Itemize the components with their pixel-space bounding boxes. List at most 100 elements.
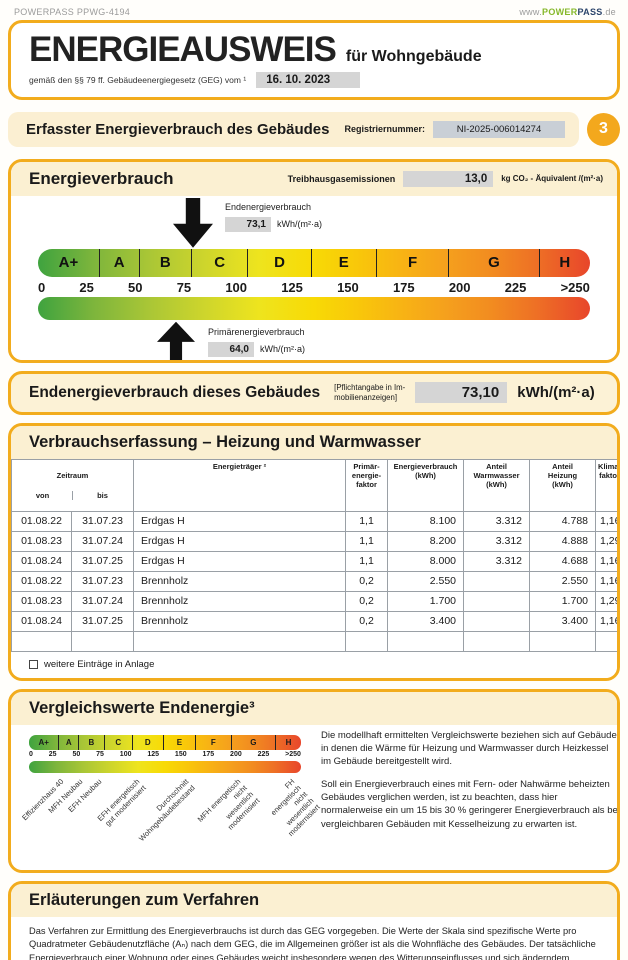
table-cell: 4.788 xyxy=(529,510,596,532)
scale-tick: 0 xyxy=(29,750,33,758)
table-cell: 01.08.22 xyxy=(11,510,72,532)
comparison-scale: A+ A B C D E F G H 0 25 50 75 100 125 150 175 200 225 >250… xyxy=(20,734,322,870)
table-cell: Erdgas H xyxy=(133,530,346,552)
table-cell: 01.08.24 xyxy=(11,550,72,572)
scale-class-a: A xyxy=(59,734,80,750)
table-row: 01.08.24 31.07.25 Brennholz 0,2 3.400 3.400 1,… xyxy=(11,610,617,632)
comparison-section: Vergleichswerte Endenergie³ A+ A B C D E F G H 0… xyxy=(8,688,620,873)
consumption-table: Zeitraum von bis Energieträger ² Primär- … xyxy=(11,458,617,652)
page-number-badge: 3 xyxy=(587,112,620,146)
mandatory-note: [Pflichtangabe in Im- mobilienanzeigen] xyxy=(334,383,406,402)
energy-class-scale: A+ A B C D E F G H xyxy=(38,248,590,277)
scale-class-g: G xyxy=(449,248,540,277)
scale-class-e: E xyxy=(164,734,196,750)
scale-tick: 175 xyxy=(392,279,415,295)
table-cell xyxy=(595,630,617,652)
issue-date-field: 16. 10. 2023 xyxy=(256,71,361,88)
scale-class-e: E xyxy=(312,248,377,277)
end-energy-label: Endenergieverbrauch xyxy=(225,201,312,212)
energy-consumption-header: Energieverbrauch Treibhausgasemissionen … xyxy=(11,161,617,196)
scale-tick: 50 xyxy=(72,750,81,758)
col-primaerenergiefaktor: Primär- energie- faktor xyxy=(345,458,388,512)
section-title: Erläuterungen zum Verfahren xyxy=(29,890,260,909)
more-entries-label: weitere Einträge in Anlage xyxy=(44,658,155,670)
table-cell: 0,2 xyxy=(345,590,388,612)
primary-energy-label: Primärenergieverbrauch xyxy=(208,326,305,337)
table-row: 01.08.22 31.07.23 Brennholz 0,2 2.550 2.550 1,… xyxy=(11,570,617,592)
col-energieverbrauch: Energieverbrauch (kWh) xyxy=(387,458,464,512)
end-energy-value-field: 73,1 xyxy=(225,216,271,232)
table-cell: 1,16 xyxy=(595,510,617,532)
table-cell: 01.08.23 xyxy=(11,530,72,552)
table-cell: 1,16 xyxy=(595,610,617,632)
table-cell: 0,2 xyxy=(345,570,388,592)
table-cell: 01.08.23 xyxy=(11,590,72,612)
table-cell xyxy=(463,570,530,592)
end-energy-total-field: 73,10 xyxy=(415,382,508,404)
primary-energy-gradient-bar xyxy=(38,296,590,320)
scale-tick: 0 xyxy=(38,279,46,295)
section-title: Vergleichswerte Endenergie³ xyxy=(29,698,255,717)
brand-url: www.POWERPASS.de xyxy=(519,7,616,17)
scale-tick: 75 xyxy=(96,750,104,758)
table-cell: 3.400 xyxy=(529,610,596,632)
method-header: Erläuterungen zum Verfahren xyxy=(11,883,617,917)
table-cell: 1.700 xyxy=(529,590,596,612)
table-cell xyxy=(463,630,530,652)
comparison-scale-ticks: 0 25 50 75 100 125 150 175 200 225 >250 xyxy=(29,751,301,758)
table-cell xyxy=(463,590,530,612)
table-row: 01.08.24 31.07.25 Erdgas H 1,1 8.000 3.312 4.6… xyxy=(11,550,617,572)
scale-class-b: B xyxy=(140,248,192,277)
table-cell: Erdgas H xyxy=(133,550,346,572)
table-cell: 01.08.24 xyxy=(11,610,72,632)
table-cell: 8.200 xyxy=(387,530,464,552)
table-cell: 1,16 xyxy=(595,570,617,592)
energy-scale-area: Endenergieverbrauch 73,1 kWh/(m²·a) A+ A B… xyxy=(11,195,617,360)
col-anteil-heizung: Anteil Heizung (kWh) xyxy=(529,458,596,512)
table-row xyxy=(11,630,617,652)
scale-tick: 225 xyxy=(504,279,527,295)
table-cell: 31.07.24 xyxy=(71,590,134,612)
table-cell: 31.07.23 xyxy=(71,570,134,592)
scale-tick: 25 xyxy=(48,750,57,758)
table-cell: 8.000 xyxy=(387,550,464,572)
scale-tick: 100 xyxy=(119,750,132,758)
section-title: Erfasster Energieverbrauch des Gebäudes xyxy=(26,120,330,138)
table-cell xyxy=(529,630,596,652)
scale-class-d: D xyxy=(133,734,164,750)
primary-energy-unit: kWh/(m²·a) xyxy=(260,344,305,355)
scale-tick: 225 xyxy=(257,750,270,758)
table-cell: Brennholz xyxy=(133,610,346,632)
consumption-table-header: Verbrauchserfassung – Heizung und Warmwa… xyxy=(11,425,617,459)
table-cell: 31.07.25 xyxy=(71,610,134,632)
end-energy-total-unit: kWh/(m²·a) xyxy=(517,384,595,402)
scale-class-a+: A+ xyxy=(38,248,100,277)
table-cell: 3.312 xyxy=(463,550,530,572)
scale-tick: 25 xyxy=(79,279,94,295)
scale-class-h: H xyxy=(285,737,292,747)
url-brand-pass: PASS xyxy=(577,7,603,17)
comparison-label: MFH energetisch nicht wesentlich moderni… xyxy=(195,776,262,832)
scale-tick: >250 xyxy=(285,750,301,758)
table-cell: 3.312 xyxy=(463,510,530,532)
energy-consumption-section: Energieverbrauch Treibhausgasemissionen … xyxy=(8,158,620,363)
scale-class-h: H xyxy=(559,253,571,271)
table-cell xyxy=(71,630,134,652)
page-subtitle: für Wohngebäude xyxy=(345,48,482,65)
end-energy-pointer-arrow-icon xyxy=(173,197,213,248)
more-entries-checkbox[interactable] xyxy=(29,659,38,669)
scale-tick: >250 xyxy=(560,279,590,295)
table-cell: 3.400 xyxy=(387,610,464,632)
scale-tick: 200 xyxy=(448,279,471,295)
header-box: ENERGIEAUSWEIS für Wohngebäude gemäß den… xyxy=(8,20,620,100)
table-cell: 1,29 xyxy=(595,590,617,612)
table-cell: 31.07.24 xyxy=(71,530,134,552)
table-cell: Brennholz xyxy=(133,590,346,612)
recorded-consumption-bar: Erfasster Energieverbrauch des Gebäudes … xyxy=(8,111,579,147)
scale-tick: 75 xyxy=(176,279,192,295)
table-header-row: Zeitraum von bis Energieträger ² Primär- … xyxy=(11,458,617,512)
table-cell xyxy=(387,630,464,652)
energy-scale-ticks: 0 25 50 75 100 125 150 175 200 225 >250 xyxy=(38,280,590,295)
primary-energy-pointer-arrow-icon xyxy=(157,321,195,360)
